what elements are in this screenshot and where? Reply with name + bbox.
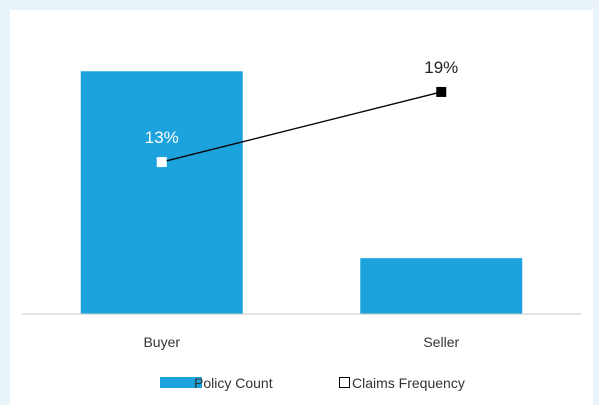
chart: 13% 19% Buyer Seller Policy Count Claims F… [22,58,581,391]
bar-seller [360,258,523,314]
x-tick-label-seller: Seller [423,334,459,350]
claims-frequency-line [161,91,442,163]
claims-frequency-marker-seller [436,86,447,97]
bar-buyer [80,71,243,314]
claims-frequency-marker-buyer [156,157,167,168]
claims-frequency-label-seller: 19% [424,58,458,77]
legend-swatch-claims-frequency [339,377,350,388]
x-tick-labels: Buyer Seller [143,334,459,350]
legend-label-policy-count: Policy Count [194,375,273,391]
line-layer: 13% 19% [145,58,458,168]
legend-swatch-policy-count [160,377,202,388]
legend: Policy Count Claims Frequency [160,375,465,391]
claims-frequency-label-buyer: 13% [145,128,179,147]
legend-label-claims-frequency: Claims Frequency [352,375,465,391]
bars-layer [80,71,523,314]
chart-panel: 13% 19% Buyer Seller Policy Count Claims F… [10,10,593,405]
x-tick-label-buyer: Buyer [143,334,180,350]
